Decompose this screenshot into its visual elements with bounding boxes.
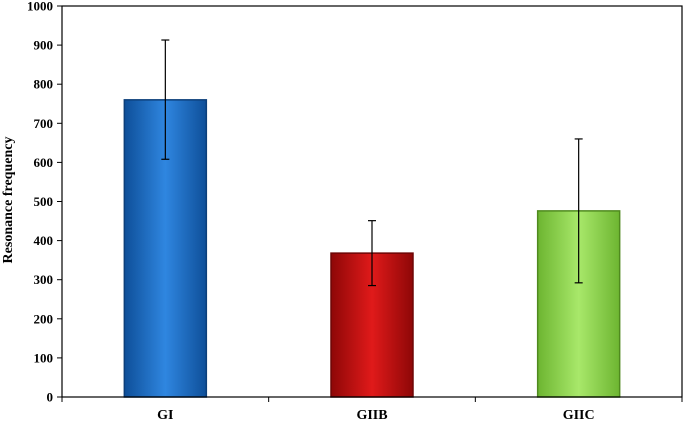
y-tick-label: 1000 — [27, 0, 53, 14]
plot-area: 0 100 200 300 400 500 600 700 800 900 1000 GI GIIB GI… — [27, 0, 683, 423]
y-tick-label: 300 — [34, 272, 54, 287]
y-tick-label: 200 — [34, 311, 54, 326]
y-tick-label: 500 — [34, 194, 54, 209]
y-tick-label: 100 — [34, 350, 54, 365]
plot-frame — [61, 5, 683, 398]
y-tick-label: 700 — [34, 116, 54, 131]
y-tick-label: 400 — [34, 233, 54, 248]
y-tick-label: 0 — [47, 390, 54, 405]
y-tick-label: 900 — [34, 38, 54, 53]
x-tick-label: GIIC — [563, 408, 595, 423]
x-tick-label: GIIB — [356, 408, 387, 423]
y-tick-label: 600 — [34, 155, 54, 170]
x-tick-label: GI — [157, 408, 173, 423]
y-tick-label: 800 — [34, 77, 54, 92]
y-axis-title: Resonance frequency — [1, 137, 16, 264]
